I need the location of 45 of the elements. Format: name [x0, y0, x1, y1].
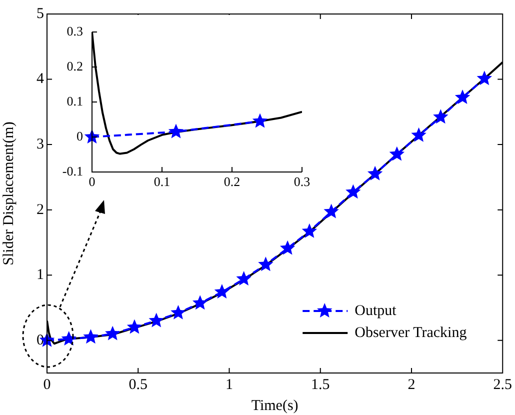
x-tick-label: 1 [226, 376, 233, 393]
point [252, 113, 268, 128]
point [346, 184, 361, 199]
x-tick-label: 0.2 [224, 174, 240, 190]
legend-label: Observer Tracking [354, 324, 468, 341]
x-tick-label: 2.5 [493, 376, 512, 393]
y-tick-label: 3 [36, 136, 44, 152]
point [61, 331, 76, 346]
point [324, 204, 339, 218]
point [389, 146, 405, 161]
y-tick-label: 4 [36, 71, 44, 88]
point [411, 127, 426, 142]
x-tick-label: 0 [88, 174, 96, 190]
x-tick-label: 0.5 [128, 376, 148, 393]
point [367, 166, 383, 180]
point [214, 284, 230, 299]
point [280, 240, 296, 255]
x-tick-label: 1.5 [311, 376, 330, 393]
y-axis-title: Slider Displacement(m) [0, 122, 17, 266]
point [433, 109, 448, 124]
y-tick-label: 1 [36, 267, 44, 284]
y-tick-label: 5 [36, 6, 44, 22]
point [168, 124, 184, 138]
y-tick-label: 0.1 [66, 93, 83, 108]
y-tick-label: -0.1 [62, 163, 83, 178]
point [126, 319, 142, 334]
point [302, 223, 318, 238]
x-tick-label: 0.3 [294, 174, 310, 190]
x-tick-label: 0.1 [154, 174, 170, 190]
point [258, 256, 274, 272]
point [148, 312, 164, 328]
point [454, 90, 470, 104]
point [83, 329, 98, 344]
y-tick-label: 2 [36, 202, 44, 218]
point [236, 271, 252, 286]
point [170, 304, 186, 320]
point [105, 326, 120, 340]
y-tick-label: 0.2 [66, 58, 83, 74]
y-tick-label: 0.3 [66, 23, 83, 38]
y-tick-label: 0 [76, 128, 83, 144]
legend-label: Output [354, 302, 398, 319]
point [476, 70, 492, 86]
x-axis-title: Time(s) [251, 398, 298, 414]
point [192, 295, 208, 310]
x-tick-label: 2 [408, 376, 416, 393]
